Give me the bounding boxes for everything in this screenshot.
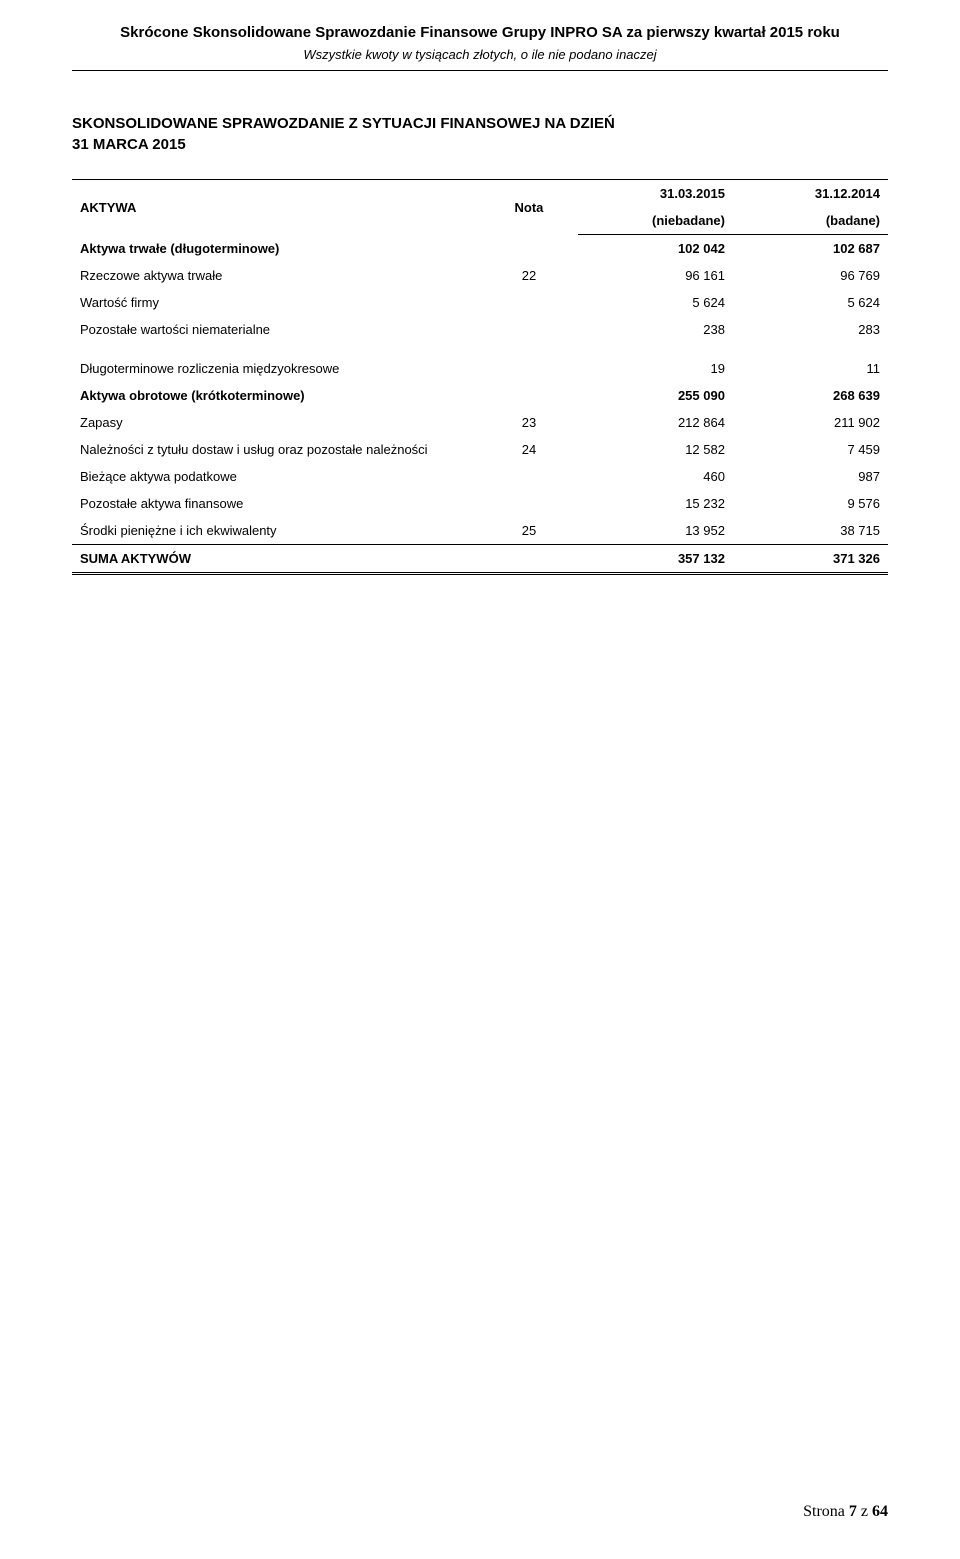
row-nota bbox=[480, 463, 578, 490]
page-footer: Strona 7 z 64 bbox=[803, 1503, 888, 1521]
col-header-date1: 31.03.2015 bbox=[578, 180, 733, 208]
sum-v1: 357 132 bbox=[578, 545, 733, 574]
row-nota: 25 bbox=[480, 517, 578, 545]
row-nota: 22 bbox=[480, 262, 578, 289]
row-v2: 9 576 bbox=[733, 490, 888, 517]
group-heading-row: Aktywa obrotowe (krótkoterminowe) 255 09… bbox=[72, 382, 888, 409]
row-v1: 19 bbox=[578, 343, 733, 382]
table-row: Pozostałe wartości niematerialne 238 283 bbox=[72, 316, 888, 343]
row-nota bbox=[480, 343, 578, 382]
group1-v1: 102 042 bbox=[578, 235, 733, 263]
table-row: Należności z tytułu dostaw i usług oraz … bbox=[72, 436, 888, 463]
footer-total: 64 bbox=[872, 1503, 888, 1520]
page-header: Skrócone Skonsolidowane Sprawozdanie Fin… bbox=[72, 24, 888, 71]
row-v1: 12 582 bbox=[578, 436, 733, 463]
group2-v2: 268 639 bbox=[733, 382, 888, 409]
table-row: Środki pieniężne i ich ekwiwalenty 25 13… bbox=[72, 517, 888, 545]
row-v2: 11 bbox=[733, 343, 888, 382]
balance-sheet-table: AKTYWA Nota 31.03.2015 31.12.2014 (nieba… bbox=[72, 179, 888, 575]
section-title: SKONSOLIDOWANE SPRAWOZDANIE Z SYTUACJI F… bbox=[72, 113, 888, 155]
row-v1: 5 624 bbox=[578, 289, 733, 316]
row-v2: 987 bbox=[733, 463, 888, 490]
row-label: Długoterminowe rozliczenia międzyokresow… bbox=[72, 343, 480, 382]
table-row: Bieżące aktywa podatkowe 460 987 bbox=[72, 463, 888, 490]
sum-v2: 371 326 bbox=[733, 545, 888, 574]
row-label: Wartość firmy bbox=[72, 289, 480, 316]
col-header-date2: 31.12.2014 bbox=[733, 180, 888, 208]
col-header-status1: (niebadane) bbox=[578, 207, 733, 235]
table-row: Zapasy 23 212 864 211 902 bbox=[72, 409, 888, 436]
group2-label: Aktywa obrotowe (krótkoterminowe) bbox=[72, 382, 480, 409]
sum-label: SUMA AKTYWÓW bbox=[72, 545, 480, 574]
row-v1: 13 952 bbox=[578, 517, 733, 545]
header-title: Skrócone Skonsolidowane Sprawozdanie Fin… bbox=[72, 24, 888, 41]
footer-sep: z bbox=[857, 1503, 872, 1520]
page: Skrócone Skonsolidowane Sprawozdanie Fin… bbox=[0, 0, 960, 1559]
table-row: Rzeczowe aktywa trwałe 22 96 161 96 769 bbox=[72, 262, 888, 289]
row-v2: 283 bbox=[733, 316, 888, 343]
row-v2: 7 459 bbox=[733, 436, 888, 463]
row-nota: 23 bbox=[480, 409, 578, 436]
table-header-row: AKTYWA Nota 31.03.2015 31.12.2014 bbox=[72, 180, 888, 208]
row-label: Rzeczowe aktywa trwałe bbox=[72, 262, 480, 289]
row-label: Środki pieniężne i ich ekwiwalenty bbox=[72, 517, 480, 545]
footer-current: 7 bbox=[849, 1503, 857, 1520]
row-v2: 38 715 bbox=[733, 517, 888, 545]
row-nota bbox=[480, 289, 578, 316]
row-v1: 96 161 bbox=[578, 262, 733, 289]
row-v2: 96 769 bbox=[733, 262, 888, 289]
row-label: Pozostałe aktywa finansowe bbox=[72, 490, 480, 517]
row-v1: 15 232 bbox=[578, 490, 733, 517]
group1-label: Aktywa trwałe (długoterminowe) bbox=[72, 235, 480, 263]
col-header-aktywa: AKTYWA bbox=[72, 180, 480, 235]
group2-v1: 255 090 bbox=[578, 382, 733, 409]
footer-prefix: Strona bbox=[803, 1503, 849, 1520]
col-header-status2: (badane) bbox=[733, 207, 888, 235]
header-subtitle: Wszystkie kwoty w tysiącach złotych, o i… bbox=[72, 47, 888, 62]
row-v2: 211 902 bbox=[733, 409, 888, 436]
row-nota bbox=[480, 490, 578, 517]
row-v1: 212 864 bbox=[578, 409, 733, 436]
row-v2: 5 624 bbox=[733, 289, 888, 316]
section-title-line1: SKONSOLIDOWANE SPRAWOZDANIE Z SYTUACJI F… bbox=[72, 115, 615, 132]
section-title-line2: 31 MARCA 2015 bbox=[72, 136, 186, 153]
row-nota bbox=[480, 316, 578, 343]
col-header-nota: Nota bbox=[480, 180, 578, 235]
table-row: Długoterminowe rozliczenia międzyokresow… bbox=[72, 343, 888, 382]
group1-v2: 102 687 bbox=[733, 235, 888, 263]
row-v1: 238 bbox=[578, 316, 733, 343]
group-heading-row: Aktywa trwałe (długoterminowe) 102 042 1… bbox=[72, 235, 888, 263]
row-v1: 460 bbox=[578, 463, 733, 490]
row-label: Pozostałe wartości niematerialne bbox=[72, 316, 480, 343]
row-nota: 24 bbox=[480, 436, 578, 463]
table-row: Pozostałe aktywa finansowe 15 232 9 576 bbox=[72, 490, 888, 517]
row-label: Należności z tytułu dostaw i usług oraz … bbox=[72, 436, 480, 463]
row-label: Zapasy bbox=[72, 409, 480, 436]
sum-row: SUMA AKTYWÓW 357 132 371 326 bbox=[72, 545, 888, 574]
table-row: Wartość firmy 5 624 5 624 bbox=[72, 289, 888, 316]
row-label: Bieżące aktywa podatkowe bbox=[72, 463, 480, 490]
